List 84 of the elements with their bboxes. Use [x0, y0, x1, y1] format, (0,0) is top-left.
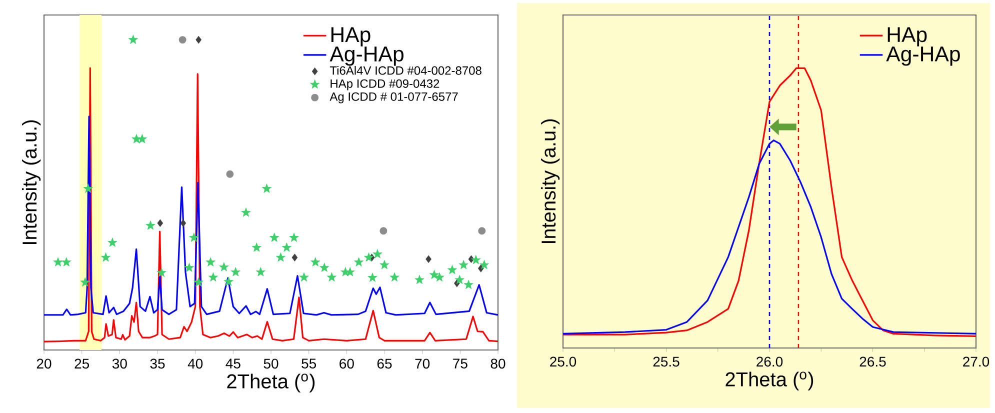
x-tick-label: 55	[302, 358, 316, 368]
point	[108, 238, 117, 247]
point	[178, 36, 186, 44]
legend-label: HAp	[331, 27, 370, 46]
point	[276, 252, 286, 262]
point	[194, 278, 204, 286]
point	[80, 278, 90, 286]
point	[478, 227, 486, 235]
point	[206, 257, 216, 266]
point	[256, 267, 266, 276]
point	[282, 242, 292, 252]
point	[310, 257, 320, 266]
x-tick-label: 80	[490, 358, 506, 369]
point	[226, 170, 234, 178]
point	[390, 272, 400, 282]
x-tick-label: 25.0	[550, 356, 576, 367]
legend-label: Ti6Al4V ICDD #04-002-8708	[330, 66, 482, 75]
point	[434, 272, 444, 282]
point	[252, 242, 262, 252]
point	[196, 36, 202, 44]
x-tick-label: 70	[415, 358, 430, 369]
x-tick-label: 75	[453, 358, 468, 368]
x-tick-label: 65	[377, 358, 392, 369]
legend-label: Ag-HAp	[330, 46, 404, 66]
legend-label: HAp	[888, 27, 927, 46]
point	[184, 263, 194, 272]
y-axis-title: Intensity (a.u.)	[540, 119, 560, 244]
x-tick-label: 25.5	[653, 356, 680, 367]
point	[346, 267, 355, 276]
legend-label: Ag-HAp	[886, 46, 960, 66]
x-axis-title: 2Theta ($^{o}$)	[726, 372, 814, 390]
x-tick-label: 27.0	[963, 356, 990, 367]
point	[471, 255, 480, 264]
x-tick-label: 45	[226, 358, 240, 368]
x-tick-label: 60	[340, 358, 354, 369]
point	[380, 227, 388, 235]
point	[289, 232, 299, 242]
x-tick-label: 26.5	[860, 356, 886, 367]
point	[262, 184, 272, 193]
point	[480, 260, 489, 269]
point	[146, 220, 156, 230]
point	[464, 280, 474, 289]
y-axis-title: Intensity (a.u.)	[22, 120, 41, 244]
point	[128, 35, 138, 44]
point	[189, 232, 198, 242]
x-tick-label: 40	[188, 358, 203, 369]
point	[327, 272, 336, 282]
point	[354, 257, 364, 266]
x-axis-title: 2Theta ($^{o}$)	[227, 374, 315, 392]
point	[53, 257, 63, 266]
point	[224, 276, 234, 286]
point	[157, 219, 164, 227]
point	[380, 260, 389, 269]
x-tick-label: 30	[112, 358, 127, 369]
point	[138, 134, 147, 143]
point	[270, 232, 279, 242]
point	[180, 219, 186, 227]
point	[208, 272, 218, 282]
x-tick-label: 35	[150, 358, 165, 369]
point	[241, 208, 251, 216]
legend-label: HAp ICDD #09-0432	[330, 79, 440, 90]
point	[459, 260, 468, 269]
point	[368, 272, 378, 282]
point	[426, 255, 432, 263]
point	[231, 267, 240, 276]
point	[448, 265, 457, 274]
point	[62, 257, 71, 266]
point	[292, 254, 298, 262]
point	[414, 275, 424, 284]
point	[299, 272, 309, 282]
x-tick-label: 26.0	[756, 356, 783, 367]
x-tick-label: 20	[36, 358, 52, 369]
legend-label: Ag ICDD # 01-077-6577	[330, 92, 458, 104]
point	[364, 252, 374, 262]
point	[156, 268, 166, 277]
point	[219, 262, 228, 272]
point	[320, 263, 329, 272]
x-tick-label: 50	[264, 358, 278, 369]
point	[84, 184, 93, 193]
point	[430, 270, 439, 279]
point	[372, 249, 382, 258]
point	[455, 275, 464, 284]
point	[101, 252, 110, 262]
x-tick-label: 25	[74, 358, 90, 369]
